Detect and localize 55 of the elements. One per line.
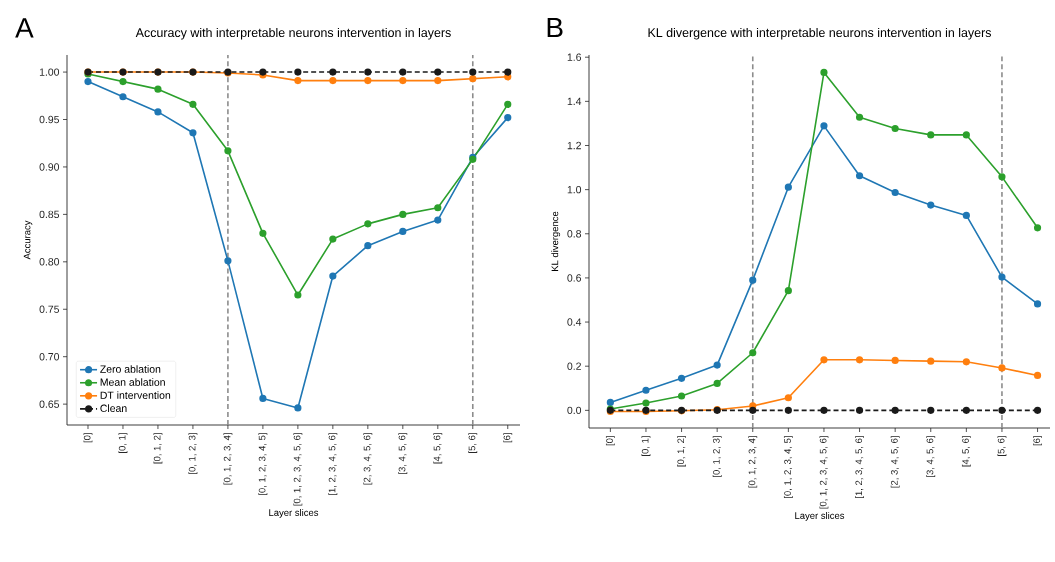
x-tick-label: [2, 3, 4, 5, 6] (363, 433, 373, 485)
y-tick-label: 0.75 (39, 305, 60, 313)
y-tick-label: 1.0 (567, 185, 582, 194)
text: B (547, 17, 563, 38)
x-tick-label: [0, 1, 2, 3] (188, 433, 198, 474)
x-tick-label: [0, 1] (641, 436, 651, 456)
y-tick-label: 0.6 (567, 274, 582, 282)
y-tick-label: 0.2 (567, 362, 581, 370)
x-tick-label: [0, 1, 2] (153, 433, 163, 464)
y-tick-label: 0.85 (39, 210, 60, 219)
legend-label: Mean ablation (100, 378, 165, 386)
x-tick-label: [0, 1, 2, 3] (712, 436, 722, 477)
x-tick-label: [1, 2, 3, 4, 5, 6] (855, 436, 864, 498)
x-tick-label: [0, 1, 2] (677, 436, 686, 467)
x-tick-label: [2, 3, 4, 5, 6] (890, 436, 900, 488)
chart-title: KL divergence with interpretable neurons intervention in layers (648, 27, 992, 40)
x-tick-label: [0] (83, 433, 93, 443)
y-tick-label: 0.65 (39, 400, 60, 408)
x-tick-label: [0, 1] (118, 433, 128, 453)
y-tick-label: 0.95 (39, 115, 60, 124)
y-axis-title: KL divergence (551, 211, 561, 271)
y-tick-label: 0.4 (567, 318, 582, 326)
y-tick-label: 1.6 (567, 53, 582, 61)
y-tick-label: 0.8 (567, 230, 582, 238)
y-tick-label: 0.90 (39, 163, 60, 171)
x-tick-label: [5, 6] (468, 433, 478, 453)
y-tick-label: 1.4 (567, 97, 582, 105)
y-axis-title: Accuracy (23, 220, 33, 260)
x-tick-label: [4, 5, 6] (433, 433, 443, 464)
x-tick-label: [0] (605, 436, 615, 446)
x-axis-title: Layer slices (269, 509, 319, 518)
text: A (15, 18, 34, 38)
y-tick-label: 1.00 (39, 68, 60, 76)
x-tick-label: [6] (1033, 436, 1042, 446)
legend-label: DT intervention (100, 391, 171, 399)
x-tick-label: [0, 1, 2, 3, 4, 5, 6] (819, 436, 829, 509)
x-tick-label: [0, 1, 2, 3, 4, 5, 6] (293, 433, 303, 506)
x-tick-label: [3, 4, 5, 6] (926, 436, 936, 477)
x-tick-label: [0, 1, 2, 3, 4] (748, 436, 758, 488)
chart-title: Accuracy with interpretable neurons intervention in layers (135, 27, 451, 40)
legend-label: Clean (100, 404, 127, 413)
x-tick-label: [6] (503, 433, 513, 443)
x-axis-title: Layer slices (795, 512, 845, 521)
y-tick-label: 1.2 (567, 141, 581, 150)
x-tick-label: [0, 1, 2, 3, 4] (223, 433, 233, 485)
y-tick-label: 0.0 (567, 406, 582, 415)
x-tick-label: [4, 5, 6] (961, 436, 971, 467)
y-tick-label: 0.80 (39, 258, 60, 266)
x-tick-label: [5, 6] (997, 436, 1007, 456)
legend-label: Zero ablation (100, 365, 161, 373)
x-tick-label: [0, 1, 2, 3, 4, 5] (258, 433, 268, 495)
x-tick-label: [1, 2, 3, 4, 5, 6] (328, 433, 338, 495)
x-tick-label: [0, 1, 2, 3, 4, 5] (783, 436, 793, 498)
x-tick-label: [3, 4, 5, 6] (398, 433, 408, 474)
y-tick-label: 0.70 (39, 353, 60, 361)
